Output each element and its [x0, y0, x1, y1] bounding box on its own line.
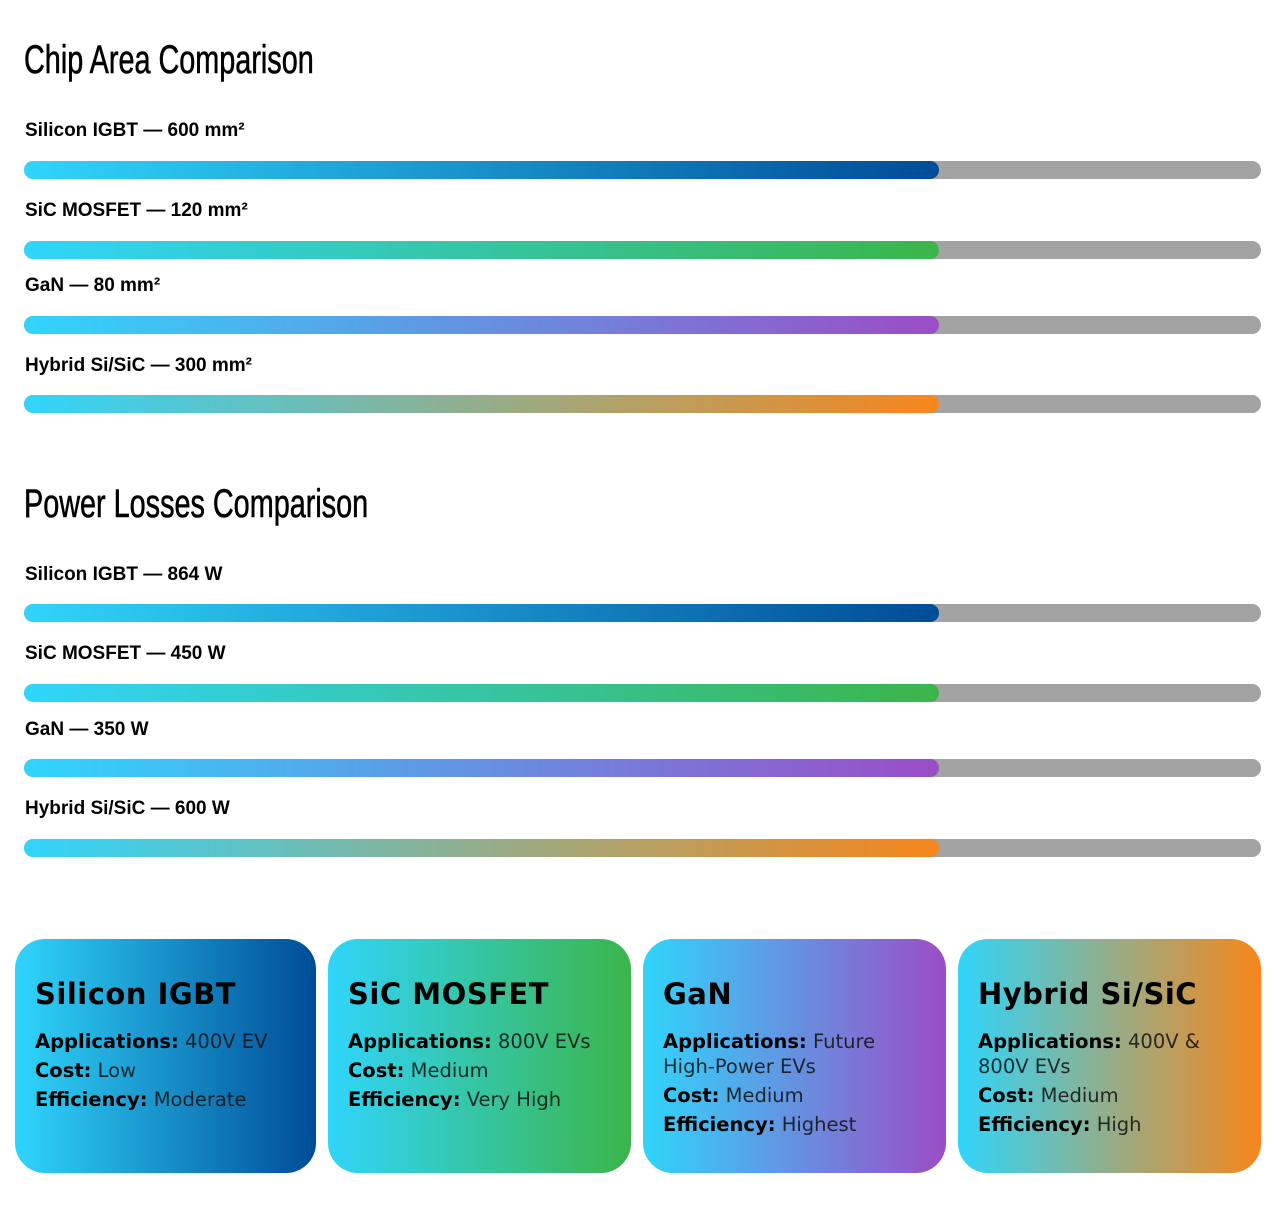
applications-value: 400V EV	[185, 1030, 268, 1053]
card-efficiency: Efficiency: Very High	[348, 1083, 611, 1112]
card-cost: Cost: Medium	[348, 1054, 611, 1083]
cost-value: Medium	[1040, 1084, 1119, 1107]
efficiency-label: Efficiency:	[348, 1088, 461, 1111]
card-efficiency: Efficiency: Moderate	[35, 1083, 296, 1112]
efficiency-value: Very High	[466, 1088, 562, 1111]
bar-track	[24, 316, 1261, 334]
card-cost: Cost: Medium	[663, 1079, 926, 1108]
applications-label: Applications:	[35, 1030, 179, 1053]
cost-value: Medium	[725, 1084, 804, 1107]
bar-label: GaN — 80 mm²	[25, 275, 161, 296]
bar-label: SiC MOSFET — 120 mm²	[25, 200, 248, 221]
bar-label: Silicon IGBT — 600 mm²	[25, 120, 245, 141]
card-efficiency: Efficiency: Highest	[663, 1108, 926, 1137]
bar-fill-sic-mosfet	[24, 684, 940, 702]
bar-fill-silicon-igbt	[24, 161, 940, 179]
chip-area-title: Chip Area Comparison	[24, 38, 314, 83]
cost-label: Cost:	[348, 1059, 405, 1082]
bar-fill-hybrid-si-sic	[24, 839, 940, 857]
bar-track	[24, 241, 1261, 259]
bar-track	[24, 684, 1261, 702]
bar-track	[24, 604, 1261, 622]
card-applications: Applications: 400V EV	[35, 1025, 296, 1054]
bar-label: Hybrid Si/SiC — 600 W	[25, 798, 230, 819]
card-cost: Cost: Low	[35, 1054, 296, 1083]
bar-label: Silicon IGBT — 864 W	[25, 564, 223, 585]
bar-label: GaN — 350 W	[25, 719, 149, 740]
applications-label: Applications:	[348, 1030, 492, 1053]
bar-label: SiC MOSFET — 450 W	[25, 643, 226, 664]
power-losses-title: Power Losses Comparison	[24, 482, 369, 527]
bar-track	[24, 161, 1261, 179]
efficiency-value: Moderate	[153, 1088, 247, 1111]
efficiency-value: High	[1096, 1113, 1142, 1136]
cost-value: Medium	[410, 1059, 489, 1082]
card-applications: Applications: Future High-Power EVs	[663, 1025, 926, 1079]
applications-label: Applications:	[663, 1030, 807, 1053]
card-title: SiC MOSFET	[348, 977, 550, 1011]
bar-track	[24, 759, 1261, 777]
card-cost: Cost: Medium	[978, 1079, 1241, 1108]
cost-label: Cost:	[663, 1084, 720, 1107]
card-efficiency: Efficiency: High	[978, 1108, 1241, 1137]
bar-fill-gan	[24, 316, 940, 334]
card-silicon-igbt: Silicon IGBT Applications: 400V EV Cost:…	[15, 939, 316, 1173]
cost-label: Cost:	[35, 1059, 92, 1082]
efficiency-label: Efficiency:	[663, 1113, 776, 1136]
applications-value: 400V & 800V EVs	[978, 1030, 1200, 1078]
card-applications: Applications: 400V & 800V EVs	[978, 1025, 1241, 1079]
card-title: Silicon IGBT	[35, 977, 237, 1011]
bar-fill-sic-mosfet	[24, 241, 940, 259]
bar-fill-gan	[24, 759, 940, 777]
efficiency-value: Highest	[781, 1113, 857, 1136]
bar-label: Hybrid Si/SiC — 300 mm²	[25, 355, 253, 376]
applications-label: Applications:	[978, 1030, 1122, 1053]
card-sic-mosfet: SiC MOSFET Applications: 800V EVs Cost: …	[328, 939, 631, 1173]
card-title: Hybrid Si/SiC	[978, 977, 1198, 1011]
card-hybrid-si-sic: Hybrid Si/SiC Applications: 400V & 800V …	[958, 939, 1261, 1173]
card-gan: GaN Applications: Future High-Power EVs …	[643, 939, 946, 1173]
bar-fill-silicon-igbt	[24, 604, 940, 622]
card-applications: Applications: 800V EVs	[348, 1025, 611, 1054]
applications-value: 800V EVs	[498, 1030, 591, 1053]
cost-value: Low	[97, 1059, 137, 1082]
efficiency-label: Efficiency:	[35, 1088, 148, 1111]
bar-track	[24, 839, 1261, 857]
bar-track	[24, 395, 1261, 413]
cost-label: Cost:	[978, 1084, 1035, 1107]
efficiency-label: Efficiency:	[978, 1113, 1091, 1136]
card-title: GaN	[663, 977, 733, 1011]
applications-value: Future High-Power EVs	[663, 1030, 876, 1078]
bar-fill-hybrid-si-sic	[24, 395, 940, 413]
